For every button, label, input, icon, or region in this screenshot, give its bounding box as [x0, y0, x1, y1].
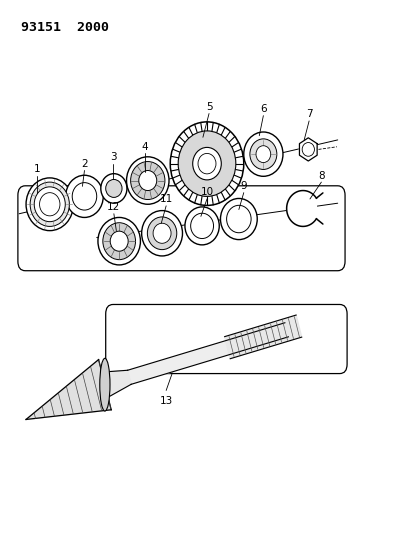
Ellipse shape: [138, 171, 157, 191]
Ellipse shape: [153, 223, 171, 243]
Polygon shape: [286, 191, 316, 227]
Ellipse shape: [110, 231, 128, 251]
Ellipse shape: [126, 157, 169, 204]
Text: 6: 6: [259, 104, 266, 114]
Text: 12: 12: [107, 202, 120, 212]
Ellipse shape: [147, 217, 176, 249]
Polygon shape: [299, 138, 316, 161]
Text: 93151  2000: 93151 2000: [21, 21, 109, 34]
Text: 1: 1: [34, 164, 41, 174]
Text: 5: 5: [205, 102, 212, 112]
Ellipse shape: [105, 180, 122, 197]
Ellipse shape: [34, 187, 65, 222]
Text: 8: 8: [317, 171, 324, 181]
Ellipse shape: [220, 198, 256, 240]
Ellipse shape: [30, 182, 69, 227]
Ellipse shape: [141, 211, 182, 256]
Ellipse shape: [102, 223, 135, 260]
Polygon shape: [102, 370, 131, 397]
Text: 13: 13: [159, 395, 172, 406]
Text: 10: 10: [200, 188, 213, 197]
Ellipse shape: [243, 132, 282, 176]
Ellipse shape: [226, 205, 251, 233]
Ellipse shape: [192, 148, 221, 180]
Ellipse shape: [26, 178, 73, 231]
Text: 7: 7: [305, 109, 312, 119]
Text: 9: 9: [240, 181, 247, 191]
Text: 4: 4: [141, 142, 148, 151]
Polygon shape: [127, 323, 288, 384]
Ellipse shape: [100, 174, 127, 203]
Ellipse shape: [66, 175, 103, 217]
Ellipse shape: [170, 122, 243, 205]
Ellipse shape: [185, 207, 219, 245]
Ellipse shape: [98, 217, 140, 265]
Polygon shape: [26, 360, 111, 419]
Ellipse shape: [197, 154, 216, 174]
Ellipse shape: [131, 161, 164, 199]
Ellipse shape: [100, 358, 110, 411]
Ellipse shape: [249, 139, 276, 169]
Text: 11: 11: [159, 194, 172, 204]
Ellipse shape: [255, 146, 270, 163]
Ellipse shape: [72, 183, 97, 210]
Text: 2: 2: [81, 159, 88, 169]
Ellipse shape: [301, 142, 313, 156]
Ellipse shape: [178, 131, 235, 196]
Polygon shape: [224, 315, 301, 359]
Ellipse shape: [40, 192, 60, 216]
Ellipse shape: [190, 213, 213, 239]
Text: 3: 3: [109, 152, 116, 162]
